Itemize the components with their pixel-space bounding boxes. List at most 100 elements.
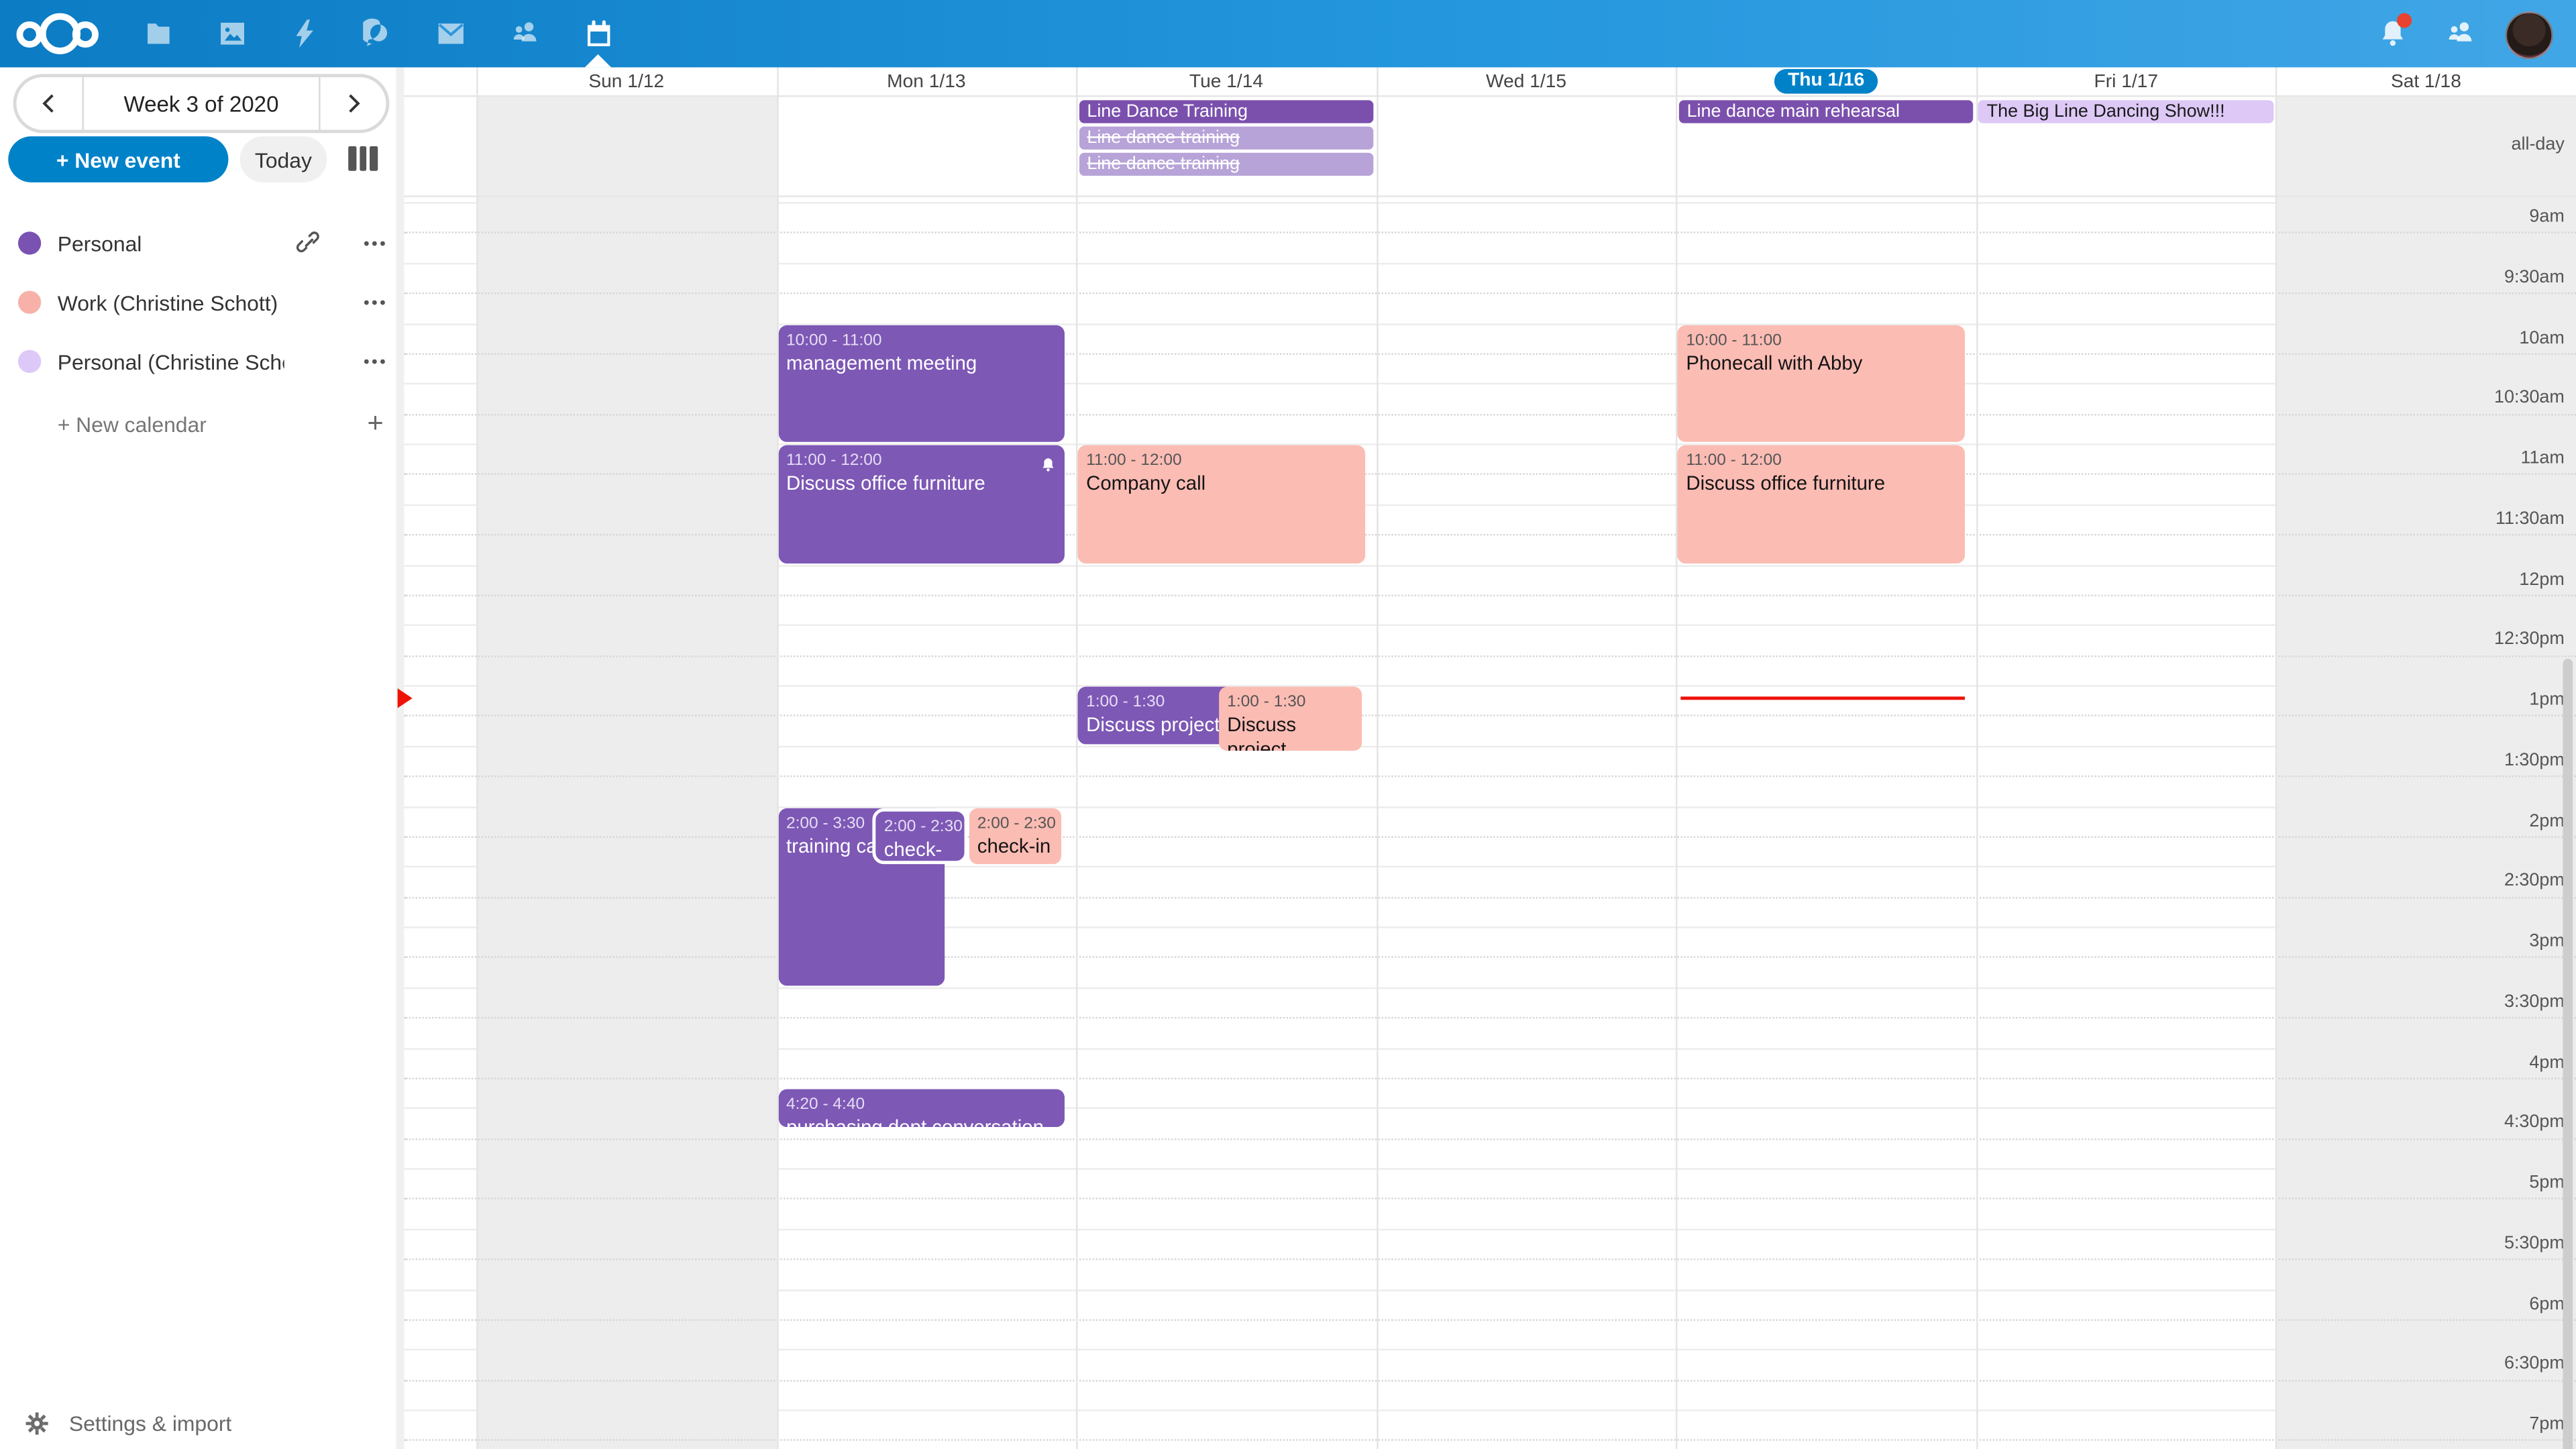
time-axis-label: 1:30pm: [2504, 750, 2565, 770]
column-border: [1376, 67, 1378, 1449]
time-axis-label: 10:30am: [2494, 388, 2565, 408]
share-link-icon[interactable]: [296, 230, 322, 256]
time-axis-label: 1pm: [2529, 690, 2565, 710]
grid-quarterhour-line: [403, 775, 2576, 777]
time-axis-label: 9:30am: [2504, 267, 2565, 287]
allday-event[interactable]: Line dance training: [1079, 152, 1374, 176]
event[interactable]: 10:00 - 11:00 Phonecall with Abby: [1678, 324, 1965, 442]
allday-event[interactable]: Line dance main rehearsal: [1678, 100, 1974, 124]
week-label[interactable]: Week 3 of 2020: [123, 91, 279, 116]
allday-row-label: all-day: [2511, 134, 2565, 155]
time-axis-label: 5:30pm: [2504, 1233, 2565, 1253]
calendar-actions-menu-icon[interactable]: ●●●: [363, 237, 388, 250]
day-header[interactable]: Sun 1/12: [588, 71, 665, 91]
grid-halfhour-line: [403, 1108, 2576, 1110]
event[interactable]: 4:20 - 4:40 purchasing dept conversation: [777, 1089, 1065, 1126]
event[interactable]: 11:00 - 12:00 Discuss office furniture: [1678, 445, 1965, 563]
vertical-scrollbar[interactable]: [2562, 659, 2573, 1449]
current-time-line: [1680, 696, 1965, 700]
chevron-left-icon: [42, 94, 54, 113]
view-toggle-icon[interactable]: [348, 146, 378, 171]
calendar-color-dot: [17, 231, 42, 255]
grid-halfhour-line: [403, 745, 2576, 747]
day-header[interactable]: Tue 1/14: [1189, 71, 1264, 91]
active-app-indicator: [585, 54, 612, 68]
event-title: training call: [786, 833, 886, 857]
grid-quarterhour-line: [403, 1138, 2576, 1140]
grid-halfhour-line: [403, 262, 2576, 264]
today-pill: Thu 1/16: [1774, 68, 1878, 94]
calendar-list-item[interactable]: Personal (Christine Scho… ●●●: [0, 332, 396, 391]
grid-quarterhour-line: [403, 1017, 2576, 1019]
day-header[interactable]: Fri 1/17: [2094, 71, 2159, 91]
calendar-list-item[interactable]: Personal ●●●: [0, 213, 396, 272]
grid-quarterhour-line: [403, 474, 2576, 476]
plus-icon[interactable]: +: [367, 407, 384, 439]
calendar-actions-menu-icon[interactable]: ●●●: [363, 356, 388, 368]
week-navigation: Week 3 of 2020: [13, 74, 390, 133]
event[interactable]: 10:00 - 11:00 management meeting: [777, 324, 1065, 442]
day-header[interactable]: Wed 1/15: [1486, 71, 1567, 91]
grid-quarterhour-line: [403, 957, 2576, 959]
contacts-menu-icon[interactable]: [2445, 18, 2476, 50]
new-event-button[interactable]: + New event: [8, 136, 229, 182]
grid-quarterhour-line: [403, 1440, 2576, 1442]
mail-app-icon[interactable]: [436, 18, 468, 50]
allday-event[interactable]: The Big Line Dancing Show!!!: [1978, 100, 2274, 124]
grid-quarterhour-line: [403, 1198, 2576, 1200]
allday-event[interactable]: Line Dance Training: [1079, 100, 1374, 124]
calendar-name: Work (Christine Schott): [57, 290, 278, 315]
photos-app-icon[interactable]: [216, 18, 248, 50]
calendar-actions-menu-icon[interactable]: ●●●: [363, 297, 388, 309]
notifications-icon[interactable]: [2377, 13, 2412, 50]
talk-app-icon[interactable]: [359, 18, 394, 50]
calendar-owner-avatar: [296, 340, 339, 383]
grid-quarterhour-line: [403, 1379, 2576, 1381]
settings-import-button[interactable]: Settings & import: [0, 1398, 396, 1447]
today-button[interactable]: Today: [239, 136, 327, 182]
user-avatar[interactable]: [2505, 11, 2553, 60]
gear-icon: [25, 1411, 48, 1434]
event[interactable]: 11:00 - 12:00 Company call: [1077, 445, 1365, 563]
grid-quarterhour-line: [403, 1077, 2576, 1079]
grid-quarterhour-line: [403, 413, 2576, 415]
event-title: Discuss office furniture: [786, 471, 985, 495]
calendar-app-icon[interactable]: [582, 18, 614, 50]
contacts-app-icon[interactable]: [509, 18, 541, 50]
event[interactable]: 11:00 - 12:00 Discuss office furniture: [777, 445, 1065, 563]
time-axis-label: 10am: [2519, 327, 2565, 347]
grid-quarterhour-line: [403, 655, 2576, 657]
event-time: 1:00 - 1:30: [1227, 693, 1306, 712]
activity-app-icon[interactable]: [289, 18, 321, 50]
calendar-name: Personal: [57, 231, 142, 256]
nextcloud-logo[interactable]: [16, 13, 99, 54]
grid-quarterhour-line: [403, 715, 2576, 717]
next-week-button[interactable]: [321, 77, 386, 129]
grid-halfhour-line: [403, 625, 2576, 627]
grid-halfhour-line: [403, 383, 2576, 385]
event[interactable]: 2:00 - 3:30 training call: [777, 807, 945, 985]
column-border: [476, 67, 478, 1449]
notification-dot: [2397, 13, 2412, 28]
grid-halfhour-line: [403, 1228, 2576, 1230]
grid-halfhour-line: [403, 866, 2576, 868]
day-header[interactable]: Mon 1/13: [887, 71, 966, 91]
day-header[interactable]: Sat 1/18: [2390, 71, 2461, 91]
event-title: management meeting: [786, 350, 977, 374]
previous-week-button[interactable]: [16, 77, 82, 129]
event-title: Discuss project announcement: [1086, 712, 1234, 737]
allday-event[interactable]: Line dance training: [1079, 126, 1374, 150]
files-app-icon[interactable]: [143, 18, 174, 50]
new-calendar-row[interactable]: + New calendar +: [0, 394, 396, 453]
calendar-list-item[interactable]: Work (Christine Schott) ●●●: [0, 273, 396, 332]
time-axis-label: 3:30pm: [2504, 991, 2565, 1012]
grid-halfhour-line: [403, 202, 2576, 204]
grid-halfhour-line: [403, 1349, 2576, 1351]
top-bar: [0, 0, 2576, 68]
day-header[interactable]: Thu 1/16: [1676, 67, 1976, 95]
time-axis-label: 6pm: [2529, 1293, 2565, 1313]
